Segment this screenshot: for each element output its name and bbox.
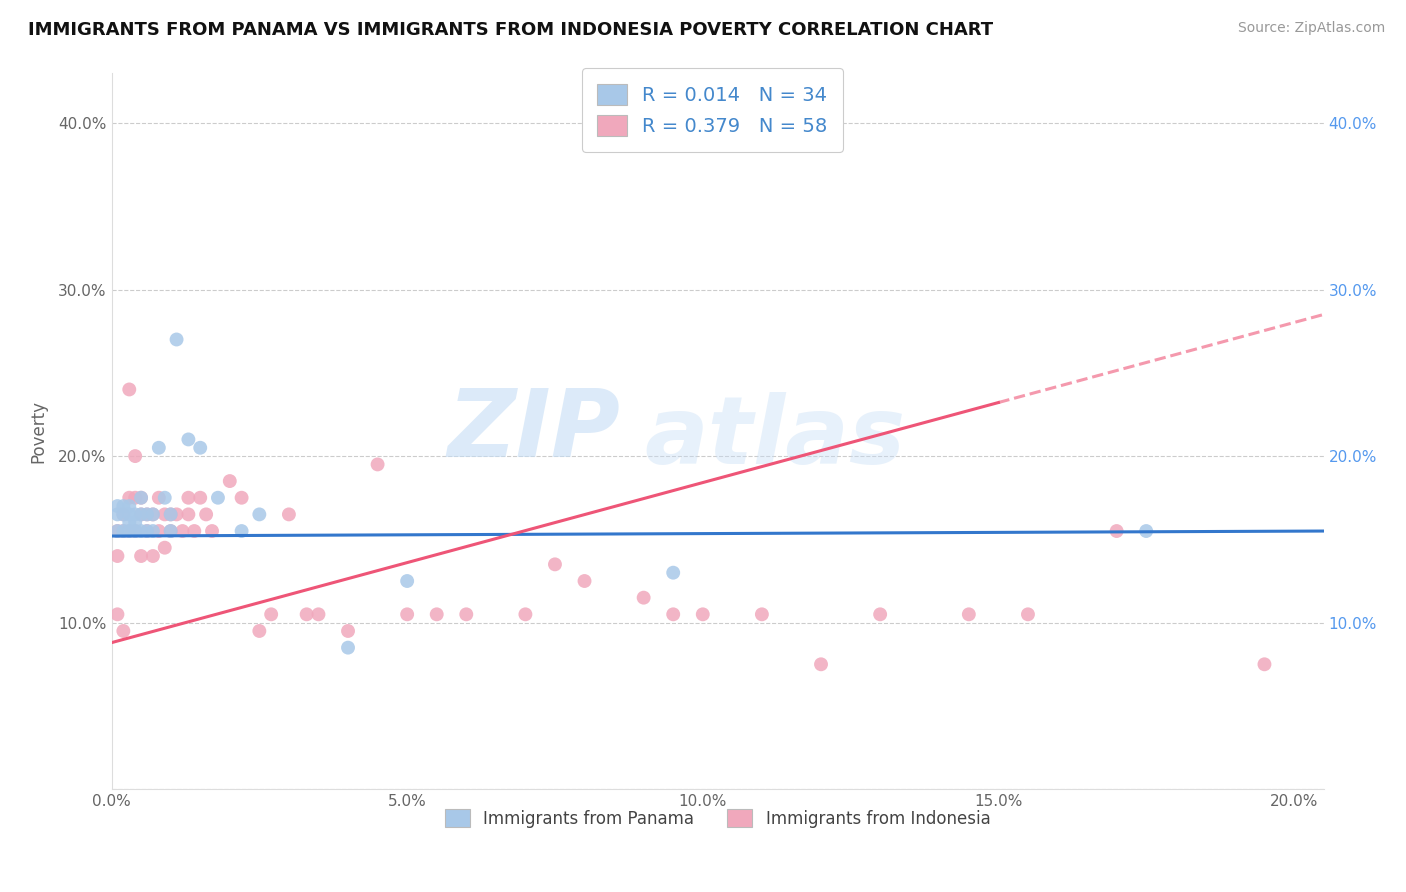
Point (153, 541, 176, 555)
Point (159, 524, 181, 538)
Point (153, 508, 176, 522)
Point (112, 508, 135, 522)
Point (118, 499, 141, 513)
Point (148, 491, 170, 505)
Text: Source: ZipAtlas.com: Source: ZipAtlas.com (1237, 21, 1385, 35)
Point (177, 433, 200, 447)
Point (337, 640, 360, 655)
Point (662, 607, 685, 622)
Point (159, 524, 181, 538)
Point (153, 491, 176, 505)
Point (118, 516, 141, 530)
Legend: Immigrants from Panama, Immigrants from Indonesia: Immigrants from Panama, Immigrants from … (439, 803, 997, 835)
Point (142, 524, 165, 538)
Point (124, 491, 146, 505)
Point (308, 607, 330, 622)
Point (367, 458, 389, 472)
Point (148, 441, 170, 455)
Point (177, 491, 200, 505)
Point (129, 491, 152, 505)
Point (142, 508, 165, 522)
Point (136, 524, 159, 538)
Point (957, 607, 980, 622)
Point (129, 549, 152, 563)
Point (107, 524, 129, 538)
Point (231, 524, 253, 538)
Point (456, 607, 478, 622)
Point (129, 491, 152, 505)
Point (118, 524, 141, 538)
Point (148, 524, 170, 538)
Point (544, 558, 567, 572)
Point (172, 524, 194, 538)
Text: ZIP: ZIP (447, 385, 620, 477)
Text: atlas: atlas (645, 392, 905, 484)
Point (124, 516, 146, 530)
Point (112, 524, 135, 538)
Point (129, 524, 152, 538)
Point (574, 574, 596, 588)
Point (107, 499, 129, 513)
Point (124, 524, 146, 538)
Point (124, 508, 146, 522)
Point (195, 508, 218, 522)
Point (260, 607, 283, 622)
Point (118, 508, 141, 522)
Point (396, 607, 419, 622)
Point (136, 508, 159, 522)
Point (124, 449, 146, 463)
Point (112, 524, 135, 538)
Point (231, 491, 253, 505)
Point (107, 524, 129, 538)
Point (869, 607, 891, 622)
Point (1017, 607, 1039, 622)
Point (810, 657, 832, 672)
Y-axis label: Poverty: Poverty (30, 400, 46, 463)
Point (247, 624, 270, 638)
Point (118, 383, 141, 397)
Point (751, 607, 773, 622)
Point (112, 508, 135, 522)
Point (136, 508, 159, 522)
Point (136, 524, 159, 538)
Point (396, 574, 419, 588)
Point (142, 508, 165, 522)
Point (337, 624, 360, 638)
Point (692, 607, 714, 622)
Point (183, 524, 205, 538)
Point (633, 591, 655, 605)
Point (662, 566, 685, 580)
Point (277, 508, 299, 522)
Point (166, 333, 188, 347)
Point (218, 474, 240, 488)
Point (107, 607, 129, 622)
Point (207, 491, 229, 505)
Text: IMMIGRANTS FROM PANAMA VS IMMIGRANTS FROM INDONESIA POVERTY CORRELATION CHART: IMMIGRANTS FROM PANAMA VS IMMIGRANTS FRO… (28, 21, 993, 38)
Point (124, 524, 146, 538)
Point (159, 508, 181, 522)
Point (201, 524, 224, 538)
Point (159, 508, 181, 522)
Point (112, 499, 135, 513)
Point (188, 491, 211, 505)
Point (188, 441, 211, 455)
Point (1253, 657, 1275, 672)
Point (295, 607, 318, 622)
Point (129, 508, 152, 522)
Point (107, 549, 129, 563)
Point (1105, 524, 1128, 538)
Point (112, 624, 135, 638)
Point (247, 508, 270, 522)
Point (166, 508, 188, 522)
Point (515, 607, 537, 622)
Point (177, 508, 200, 522)
Point (129, 508, 152, 522)
Point (142, 549, 165, 563)
Point (107, 508, 129, 522)
Point (118, 491, 141, 505)
Point (1135, 524, 1157, 538)
Point (118, 524, 141, 538)
Point (426, 607, 449, 622)
